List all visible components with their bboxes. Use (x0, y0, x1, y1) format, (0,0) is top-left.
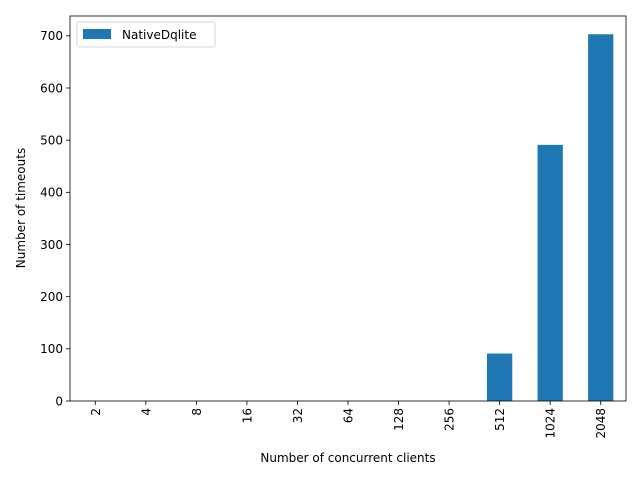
plot-frame (69, 15, 627, 402)
bars-group (487, 34, 614, 402)
x-tick-label-256: 256 (443, 408, 457, 431)
y-tick-label-600: 600 (40, 81, 63, 95)
legend-swatch (83, 29, 111, 39)
y-tick-label-0: 0 (55, 394, 63, 408)
y-tick-label-500: 500 (40, 133, 63, 147)
x-tick-label-1024: 1024 (544, 408, 558, 439)
legend-label: NativeDqlite (122, 28, 196, 42)
y-tick-label-400: 400 (40, 186, 63, 200)
x-tick-label-128: 128 (392, 408, 406, 431)
x-tick-label-512: 512 (493, 408, 507, 431)
bar-512 (487, 353, 513, 401)
bar-2048 (588, 34, 614, 401)
x-tick-label-4: 4 (139, 408, 153, 416)
x-tick-label-64: 64 (342, 408, 356, 423)
x-axis-label: Number of concurrent clients (260, 451, 435, 465)
x-tick-label-8: 8 (190, 408, 204, 416)
bar-1024 (537, 144, 563, 402)
y-axis-label: Number of timeouts (14, 148, 28, 268)
x-tick-label-2: 2 (89, 408, 103, 416)
y-tick-label-100: 100 (40, 342, 63, 356)
y-tick-label-300: 300 (40, 238, 63, 252)
legend: NativeDqlite (76, 21, 216, 48)
x-tick-label-2048: 2048 (594, 408, 608, 439)
y-tick-label-700: 700 (40, 29, 63, 43)
legend-frame (76, 21, 216, 48)
y-axis-ticks: 0 100 200 300 400 500 600 700 (40, 29, 70, 408)
x-tick-label-16: 16 (240, 408, 254, 423)
x-axis-ticks: 2 4 8 16 32 64 128 256 512 1024 2048 (89, 401, 608, 439)
x-tick-label-32: 32 (291, 408, 305, 423)
y-tick-label-200: 200 (40, 290, 63, 304)
